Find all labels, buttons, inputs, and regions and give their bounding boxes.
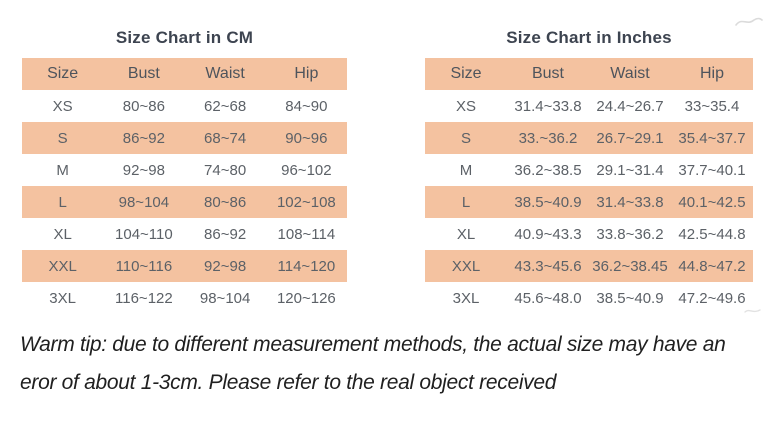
- table-row: L 38.5~40.9 31.4~33.8 40.1~42.5: [425, 186, 753, 218]
- measurement-cell: 114~120: [277, 257, 336, 275]
- column-header: Hip: [294, 65, 319, 82]
- measurement-cell: 108~114: [277, 225, 336, 243]
- size-label-cell: XS: [52, 97, 73, 115]
- measurement-cell: 98~104: [118, 193, 170, 211]
- warm-tip-line1: Warm tip: due to different measurement m…: [20, 333, 726, 356]
- measurement-cell: 62~68: [204, 97, 247, 115]
- table-row: XL 40.9~43.3 33.8~36.2 42.5~44.8: [425, 218, 753, 250]
- measurement-cell: 44.8~47.2: [678, 257, 746, 275]
- table-row: M 36.2~38.5 29.1~31.4 37.7~40.1: [425, 154, 753, 186]
- measurement-cell: 29.1~31.4: [596, 161, 664, 179]
- measurement-cell: 80~86: [204, 193, 247, 211]
- size-label-cell: XL: [53, 225, 72, 243]
- measurement-cell: 74~80: [204, 161, 247, 179]
- measurement-cell: 35.4~37.7: [678, 129, 746, 147]
- table-row: XXL 110~116 92~98 114~120: [22, 250, 347, 282]
- size-label-cell: XXL: [451, 257, 481, 275]
- column-header: Size: [47, 65, 79, 82]
- measurement-cell: 40.9~43.3: [514, 225, 582, 243]
- table-header-row: Size Bust Waist Hip: [425, 58, 753, 90]
- table-row: 3XL 116~122 98~104 120~126: [22, 282, 347, 314]
- measurement-cell: 43.3~45.6: [514, 257, 582, 275]
- warm-tip-note: Warm tip: due to different measurement m…: [20, 326, 726, 402]
- chart-title-cm: Size Chart in CM: [115, 28, 254, 47]
- size-label-cell: L: [461, 193, 471, 211]
- measurement-cell: 31.4~33.8: [596, 193, 664, 211]
- size-chart-cm-section: Size Chart in CM Size Bust Waist Hip XS 80~86…: [22, 26, 347, 314]
- measurement-cell: 26.7~29.1: [596, 129, 664, 147]
- measurement-cell: 110~116: [115, 257, 173, 275]
- measurement-cell: 31.4~33.8: [514, 97, 582, 115]
- size-label-cell: L: [58, 193, 67, 211]
- size-label-cell: S: [460, 129, 471, 147]
- table-row: XS 80~86 62~68 84~90: [22, 90, 347, 122]
- table-row: M 92~98 74~80 96~102: [22, 154, 347, 186]
- column-header: Size: [450, 65, 482, 82]
- measurement-cell: 84~90: [285, 97, 328, 115]
- size-table-cm: Size Bust Waist Hip XS 80~86 62~68 84~90 S 86~92 6…: [22, 58, 347, 314]
- chart-title-inches: Size Chart in Inches: [506, 28, 672, 47]
- measurement-cell: 80~86: [122, 97, 165, 115]
- measurement-cell: 120~126: [276, 289, 336, 307]
- measurement-cell: 33~35.4: [684, 97, 740, 115]
- size-label-cell: 3XL: [452, 289, 480, 307]
- size-label-cell: XXL: [48, 257, 77, 275]
- measurement-cell: 86~92: [122, 129, 165, 147]
- measurement-cell: 38.5~40.9: [514, 193, 582, 211]
- measurement-cell: 37.7~40.1: [678, 161, 746, 179]
- measurement-cell: 68~74: [204, 129, 247, 147]
- column-header: Bust: [531, 65, 564, 82]
- size-table-inches: Size Bust Waist Hip XS 31.4~33.8 24.4~26.7 33~3…: [425, 58, 753, 314]
- measurement-cell: 92~98: [122, 161, 165, 179]
- measurement-cell: 36.2~38.45: [592, 257, 668, 275]
- table-row: 3XL 45.6~48.0 38.5~40.9 47.2~49.6: [425, 282, 753, 314]
- size-label-cell: S: [57, 129, 68, 147]
- measurement-cell: 24.4~26.7: [596, 97, 664, 115]
- column-header: Bust: [127, 65, 160, 82]
- measurement-cell: 42.5~44.8: [678, 225, 746, 243]
- measurement-cell: 33.~36.2: [518, 129, 578, 147]
- table-header-row: Size Bust Waist Hip: [22, 58, 347, 90]
- table-row: L 98~104 80~86 102~108: [22, 186, 347, 218]
- measurement-cell: 116~122: [115, 289, 173, 307]
- measurement-cell: 86~92: [204, 225, 247, 243]
- measurement-cell: 33.8~36.2: [596, 225, 664, 243]
- measurement-cell: 102~108: [276, 193, 336, 211]
- measurement-cell: 45.6~48.0: [514, 289, 582, 307]
- measurement-cell: 40.1~42.5: [678, 193, 746, 211]
- measurement-cell: 38.5~40.9: [596, 289, 664, 307]
- table-row: XL 104~110 86~92 108~114: [22, 218, 347, 250]
- size-chart-inches-section: Size Chart in Inches Size Bust Waist Hip XS 3…: [425, 26, 753, 314]
- column-header: Waist: [610, 65, 650, 82]
- size-label-cell: M: [459, 161, 473, 179]
- measurement-cell: 96~102: [281, 161, 332, 179]
- warm-tip-line2: eror of about 1-3cm. Please refer to the…: [20, 371, 557, 394]
- size-label-cell: XS: [455, 97, 476, 115]
- measurement-cell: 104~110: [115, 225, 173, 243]
- measurement-cell: 98~104: [199, 289, 251, 307]
- table-row: S 33.~36.2 26.7~29.1 35.4~37.7: [425, 122, 753, 154]
- size-label-cell: 3XL: [49, 289, 76, 307]
- table-row: XS 31.4~33.8 24.4~26.7 33~35.4: [425, 90, 753, 122]
- measurement-cell: 92~98: [204, 257, 247, 275]
- measurement-cell: 47.2~49.6: [678, 289, 746, 307]
- measurement-cell: 36.2~38.5: [514, 161, 582, 179]
- table-row: S 86~92 68~74 90~96: [22, 122, 347, 154]
- measurement-cell: 90~96: [285, 129, 328, 147]
- column-header: Hip: [699, 65, 724, 82]
- size-label-cell: XL: [456, 225, 476, 243]
- column-header: Waist: [205, 65, 245, 82]
- table-row: XXL 43.3~45.6 36.2~38.45 44.8~47.2: [425, 250, 753, 282]
- size-label-cell: M: [56, 161, 69, 179]
